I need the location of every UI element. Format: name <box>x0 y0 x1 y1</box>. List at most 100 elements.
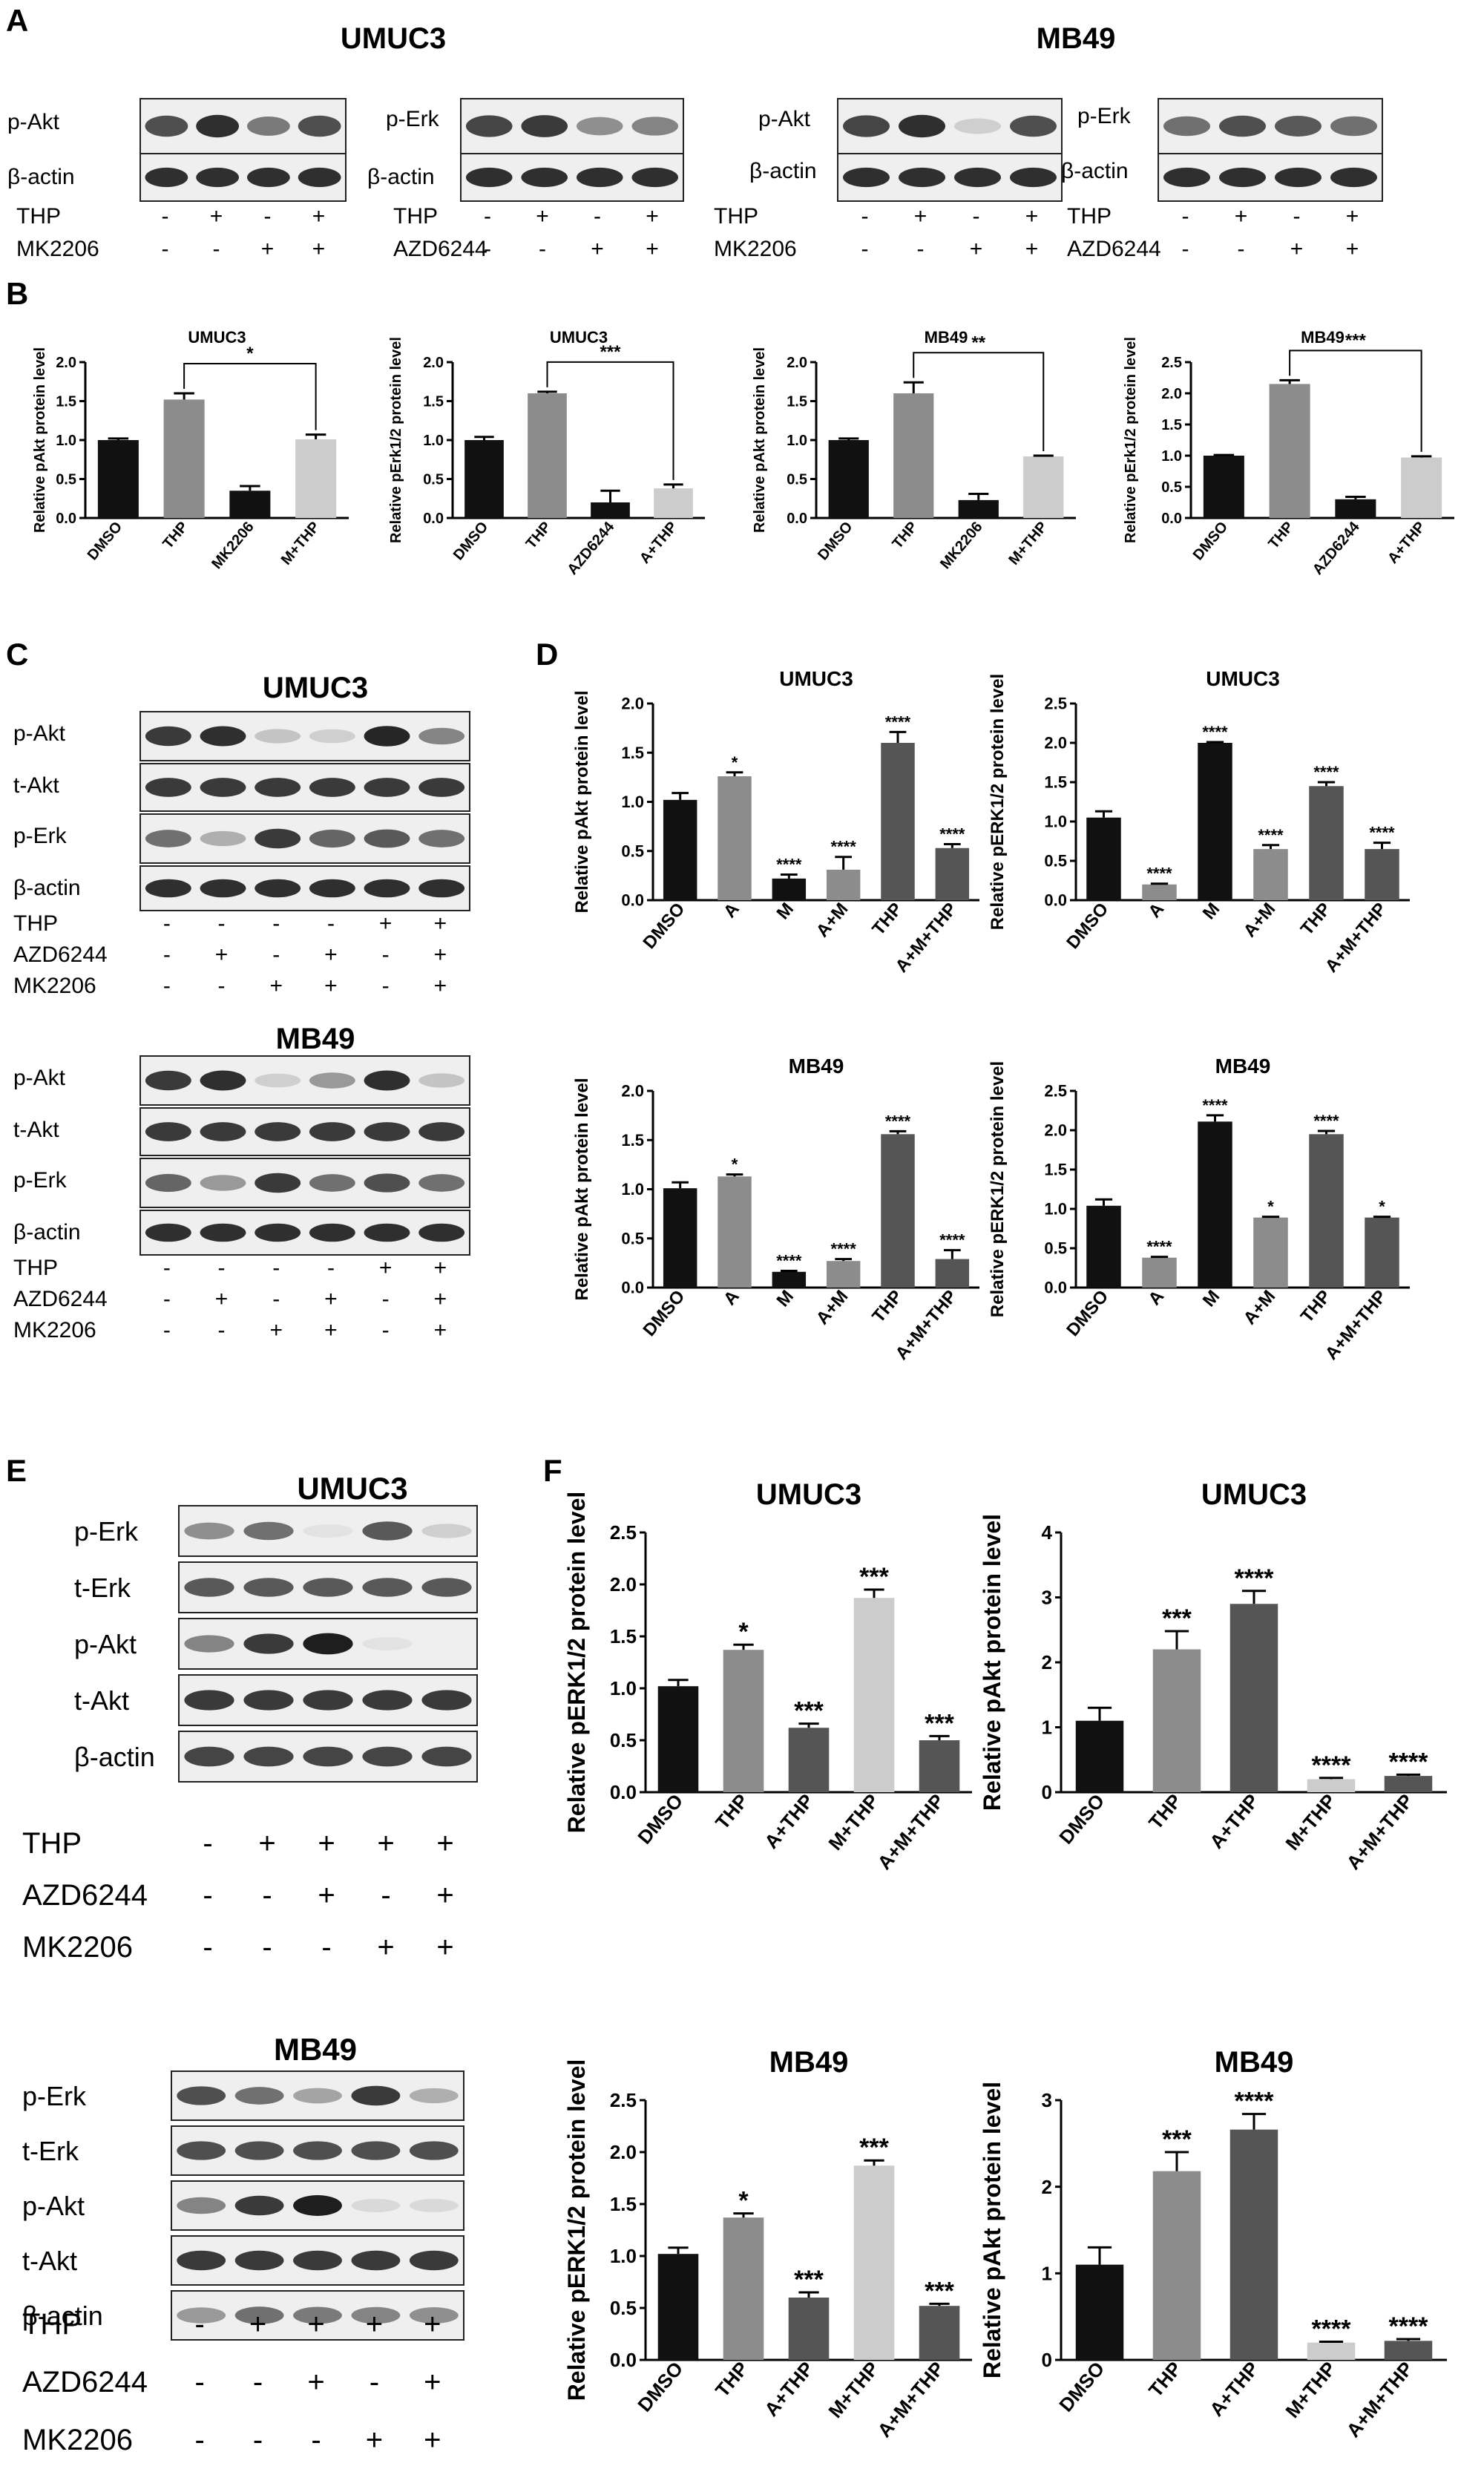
significance-label: ** <box>971 332 985 353</box>
label-bactin: β-actin <box>13 876 81 900</box>
chart-title: MB49 <box>1215 2046 1294 2079</box>
x-tick-label: M+THP <box>278 519 324 568</box>
label-bactin: β-actin <box>74 1741 155 1772</box>
y-axis-label: Relative pAkt protein level <box>752 347 768 533</box>
x-tick-label: A <box>1144 1287 1168 1310</box>
blot-band <box>293 2250 342 2271</box>
blot-band <box>1163 116 1210 137</box>
blot-umuc3-bactin-e <box>178 1731 478 1783</box>
bar <box>657 1686 699 1792</box>
bar <box>1142 1257 1177 1288</box>
chart-title: MB49 <box>1215 1055 1271 1078</box>
label-pakt: p-Akt <box>74 1628 137 1659</box>
significance-label: **** <box>1258 826 1284 845</box>
treatment-sign: - <box>252 2366 263 2398</box>
blot-band <box>184 1690 234 1711</box>
blot-mb49-perk-e <box>171 2070 464 2121</box>
bar <box>654 488 693 518</box>
y-tick-label: 1 <box>1042 1716 1052 1739</box>
y-tick-label: 1.0 <box>610 1677 637 1699</box>
bar <box>853 2165 895 2360</box>
x-tick-label: AZD6244 <box>564 518 617 577</box>
blot-band <box>293 2306 342 2324</box>
treatment-sign: - <box>194 2424 205 2456</box>
blot-band <box>293 2141 342 2160</box>
y-tick-label: 1.5 <box>610 2193 637 2215</box>
blot-band <box>899 167 945 188</box>
y-axis-label: Relative pAkt protein level <box>979 2082 1005 2378</box>
significance-label: **** <box>1312 2315 1352 2344</box>
significance-label: * <box>246 344 254 364</box>
label-bactin: β-actin <box>749 159 817 183</box>
x-tick-label: THP <box>523 519 555 552</box>
chart-D4: MB49 Relative pERK1/2 protein level 0.0 0.5… <box>988 1055 1410 1364</box>
significance-label: * <box>738 2187 749 2215</box>
chart-title: UMUC3 <box>188 328 246 347</box>
x-tick-label: M+THP <box>824 1790 883 1855</box>
y-tick-label: 2.0 <box>1044 734 1067 752</box>
treatment-sign: + <box>433 1318 447 1342</box>
y-tick-label: 1.5 <box>1044 1161 1067 1179</box>
y-tick-label: 0.5 <box>621 842 644 860</box>
blot-band <box>364 1122 410 1141</box>
blot-band <box>351 2141 401 2160</box>
chart-B4: MB49 Relative pErk1/2 protein level 0.0 0.5… <box>1123 328 1454 578</box>
blot-band <box>293 2195 342 2216</box>
blot-band <box>364 726 410 747</box>
blot-band <box>409 2250 459 2271</box>
x-tick-label: A+THP <box>637 519 680 567</box>
blot-band <box>309 778 355 797</box>
bar <box>772 878 807 900</box>
treatment-label-azd6244: AZD6244 <box>22 1879 148 1912</box>
blot-band <box>1219 115 1266 137</box>
blot-band <box>303 1633 353 1655</box>
bar <box>1384 1776 1433 1792</box>
bar <box>723 1650 764 1792</box>
blot-umuc3-takt-e <box>178 1674 478 1726</box>
y-axis-label: Relative pAkt protein level <box>572 690 592 913</box>
x-tick-label: AZD6244 <box>1310 518 1363 577</box>
chart-F4: MB49 Relative pAkt protein level 0 1 2 3 DMSO *… <box>979 2046 1447 2442</box>
chart-F1: UMUC3 Relative pERK1/2 protein level 0.0 0.… <box>563 1478 972 1874</box>
y-tick-label: 1.5 <box>621 744 644 762</box>
x-tick-label: A+M <box>1240 1287 1280 1329</box>
label-perk: p-Erk <box>22 2081 87 2112</box>
blot-band <box>145 726 191 747</box>
significance-label: **** <box>831 1240 857 1259</box>
blot-band <box>351 2250 401 2271</box>
label-bactin: β-actin <box>1061 159 1129 183</box>
blot-umuc3-pakt-c <box>139 711 470 761</box>
significance-label: **** <box>1235 1564 1275 1593</box>
blot-band <box>1330 116 1377 137</box>
y-axis-label: Relative pAkt protein level <box>32 347 48 533</box>
treatment-sign: + <box>536 204 549 229</box>
treatment-label-thp: THP <box>22 2308 82 2341</box>
label-takt: t-Akt <box>74 1685 130 1716</box>
bar <box>723 2217 764 2360</box>
blot-band <box>521 167 568 188</box>
blot-umuc3-perk-c <box>139 813 470 864</box>
treatment-sign: - <box>162 1256 171 1280</box>
chart-title: UMUC3 <box>550 328 608 347</box>
treatment-sign: - <box>321 1931 332 1964</box>
blot-band <box>631 167 679 188</box>
blot-band <box>899 114 945 138</box>
treatment-sign: + <box>424 2308 441 2341</box>
significance-label: **** <box>1202 1096 1228 1115</box>
significance-label: *** <box>859 1563 889 1591</box>
chart-title: UMUC3 <box>756 1478 861 1511</box>
blot-band <box>418 1174 465 1192</box>
x-tick-label: A+THP <box>760 1790 818 1853</box>
treatment-sign: + <box>324 942 338 967</box>
panel-label-b: B <box>6 276 29 311</box>
label-pakt: p-Akt <box>758 107 811 131</box>
treatment-sign: + <box>433 1287 447 1311</box>
x-tick-label: A <box>720 899 743 922</box>
y-tick-label: 0.0 <box>621 1279 644 1297</box>
significance-bracket <box>546 361 674 480</box>
significance-label: **** <box>1146 1238 1172 1256</box>
treatment-sign: - <box>162 1318 171 1342</box>
blot-band <box>1275 116 1322 137</box>
significance-label: **** <box>939 1231 965 1250</box>
blot-band <box>200 1122 246 1141</box>
